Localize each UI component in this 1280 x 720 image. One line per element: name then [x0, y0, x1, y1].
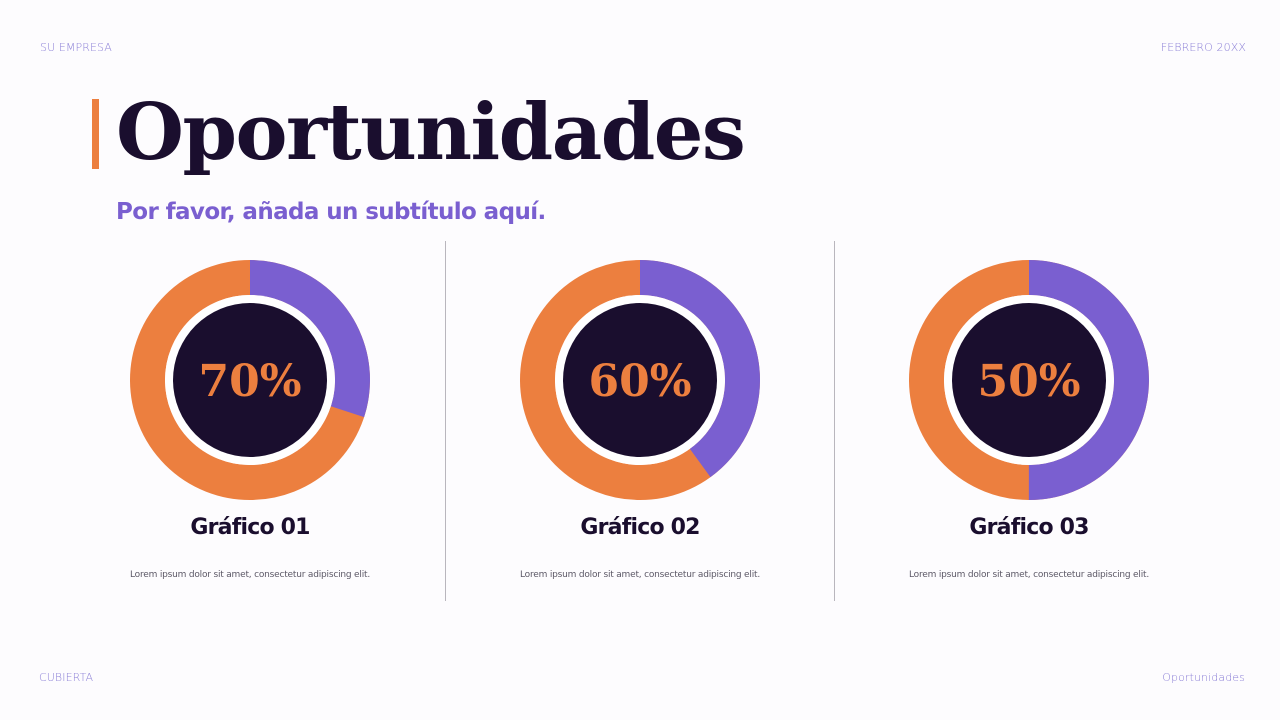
chart-panel-2: 60% Gráfico 02 Lorem ipsum dolor sit ame…	[510, 255, 770, 595]
donut-chart: 60%	[520, 260, 760, 500]
chart-title: Gráfico 02	[580, 515, 700, 540]
chart-value: 70%	[198, 356, 301, 407]
chart-description: Lorem ipsum dolor sit amet, consectetur …	[520, 570, 760, 580]
title-accent-bar	[92, 99, 99, 169]
chart-title: Gráfico 01	[190, 515, 310, 540]
column-divider	[834, 241, 835, 601]
footer-section: CUBIERTA	[39, 671, 94, 684]
chart-value: 60%	[588, 356, 691, 407]
page-subtitle: Por favor, añada un subtítulo aquí.	[116, 199, 546, 225]
page-title: Oportunidades	[116, 87, 746, 178]
donut-chart: 50%	[909, 260, 1149, 500]
donut-chart: 70%	[130, 260, 370, 500]
chart-panel-1: 70% Gráfico 01 Lorem ipsum dolor sit ame…	[120, 255, 380, 595]
footer-page-name: Oportunidades	[1162, 671, 1245, 684]
chart-description: Lorem ipsum dolor sit amet, consectetur …	[130, 570, 370, 580]
date-label: FEBRERO 20XX	[1160, 41, 1246, 54]
column-divider	[445, 241, 446, 601]
chart-title: Gráfico 03	[969, 515, 1089, 540]
chart-description: Lorem ipsum dolor sit amet, consectetur …	[909, 570, 1149, 580]
chart-panel-3: 50% Gráfico 03 Lorem ipsum dolor sit ame…	[899, 255, 1159, 595]
company-name: SU EMPRESA	[40, 41, 112, 54]
chart-value: 50%	[977, 356, 1080, 407]
